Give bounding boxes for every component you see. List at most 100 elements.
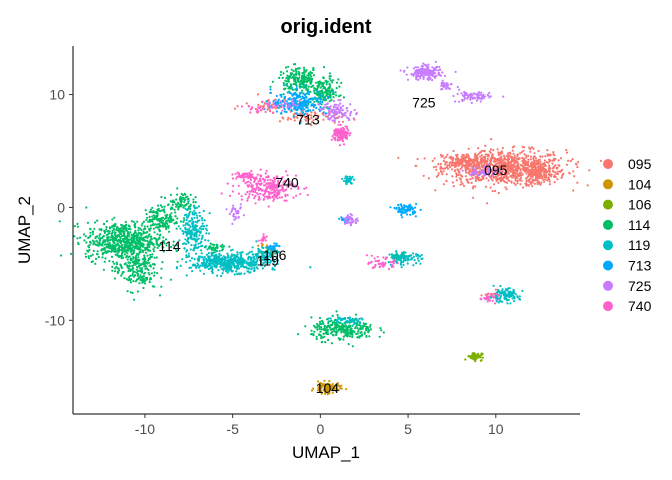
point-114 [127,249,130,252]
point-713 [410,206,413,209]
point-095 [565,148,568,152]
point-095 [553,165,556,168]
point-114 [166,213,169,216]
point-114 [335,87,338,90]
point-095 [437,172,440,175]
point-114 [131,261,135,264]
point-095 [527,158,530,161]
point-114 [87,236,90,240]
point-095 [506,162,509,165]
point-114 [150,219,153,222]
point-119 [194,233,197,236]
point-095 [482,177,485,180]
point-725 [433,67,436,70]
point-114 [170,206,174,209]
point-095 [476,161,479,164]
point-114 [173,208,176,211]
point-114 [174,211,177,214]
point-095 [494,175,497,178]
point-095 [539,183,542,186]
point-114 [152,210,155,213]
point-119 [499,294,502,298]
point-119 [182,224,185,227]
point-095 [254,107,257,110]
point-119 [358,321,361,324]
point-114 [175,205,178,208]
point-114 [174,248,177,251]
point-114 [189,193,192,196]
point-114 [310,316,313,319]
point-114 [329,91,332,94]
point-114 [369,323,372,326]
point-713 [413,211,416,214]
point-095 [477,153,480,156]
point-114 [123,240,127,243]
point-119 [419,262,422,265]
point-713 [280,95,283,98]
point-095 [532,147,535,150]
point-095 [529,158,532,161]
point-104 [316,380,320,383]
point-114 [89,254,93,257]
point-114 [89,241,92,244]
point-095 [300,120,303,123]
point-095 [497,151,500,154]
point-095 [525,154,528,157]
point-095 [535,159,538,162]
point-119 [243,261,246,264]
point-725 [488,91,491,95]
point-114 [120,274,123,277]
point-119 [400,260,403,263]
point-114 [88,243,91,246]
point-725 [432,69,435,72]
point-114 [140,268,143,271]
point-095 [529,150,532,153]
point-114 [160,276,163,279]
point-114 [149,239,152,242]
point-095 [539,160,542,163]
point-114 [147,257,150,260]
point-095 [433,157,436,160]
point-114 [285,70,289,73]
point-114 [114,234,117,237]
point-119 [219,265,222,268]
point-114 [149,265,152,268]
point-114 [159,210,162,213]
point-725 [445,84,448,87]
point-114 [176,217,179,220]
point-095 [523,153,526,156]
point-119 [233,273,236,276]
point-114 [361,333,364,336]
point-095 [537,149,540,153]
point-114 [157,226,160,229]
point-114 [282,72,285,75]
point-114 [103,223,106,226]
point-114 [144,265,148,268]
point-725 [421,73,424,76]
point-119 [412,264,415,267]
point-119 [201,244,204,247]
point-119 [218,252,221,255]
point-095 [492,149,495,152]
point-095 [486,160,489,163]
point-095 [486,155,490,158]
point-114 [129,231,132,234]
point-114 [141,279,144,282]
point-119 [247,256,250,259]
point-725 [469,98,472,101]
point-114 [319,86,322,89]
point-114 [135,260,138,264]
point-114 [330,323,333,327]
point-095 [542,178,545,181]
point-114 [135,242,138,245]
point-114 [215,245,218,248]
point-114 [179,220,182,223]
point-119 [186,239,189,242]
point-114 [297,333,300,336]
point-119 [196,214,199,217]
point-114 [335,330,338,334]
point-114 [182,217,186,220]
point-095 [487,165,490,168]
point-119 [309,266,312,269]
point-114 [351,333,354,336]
